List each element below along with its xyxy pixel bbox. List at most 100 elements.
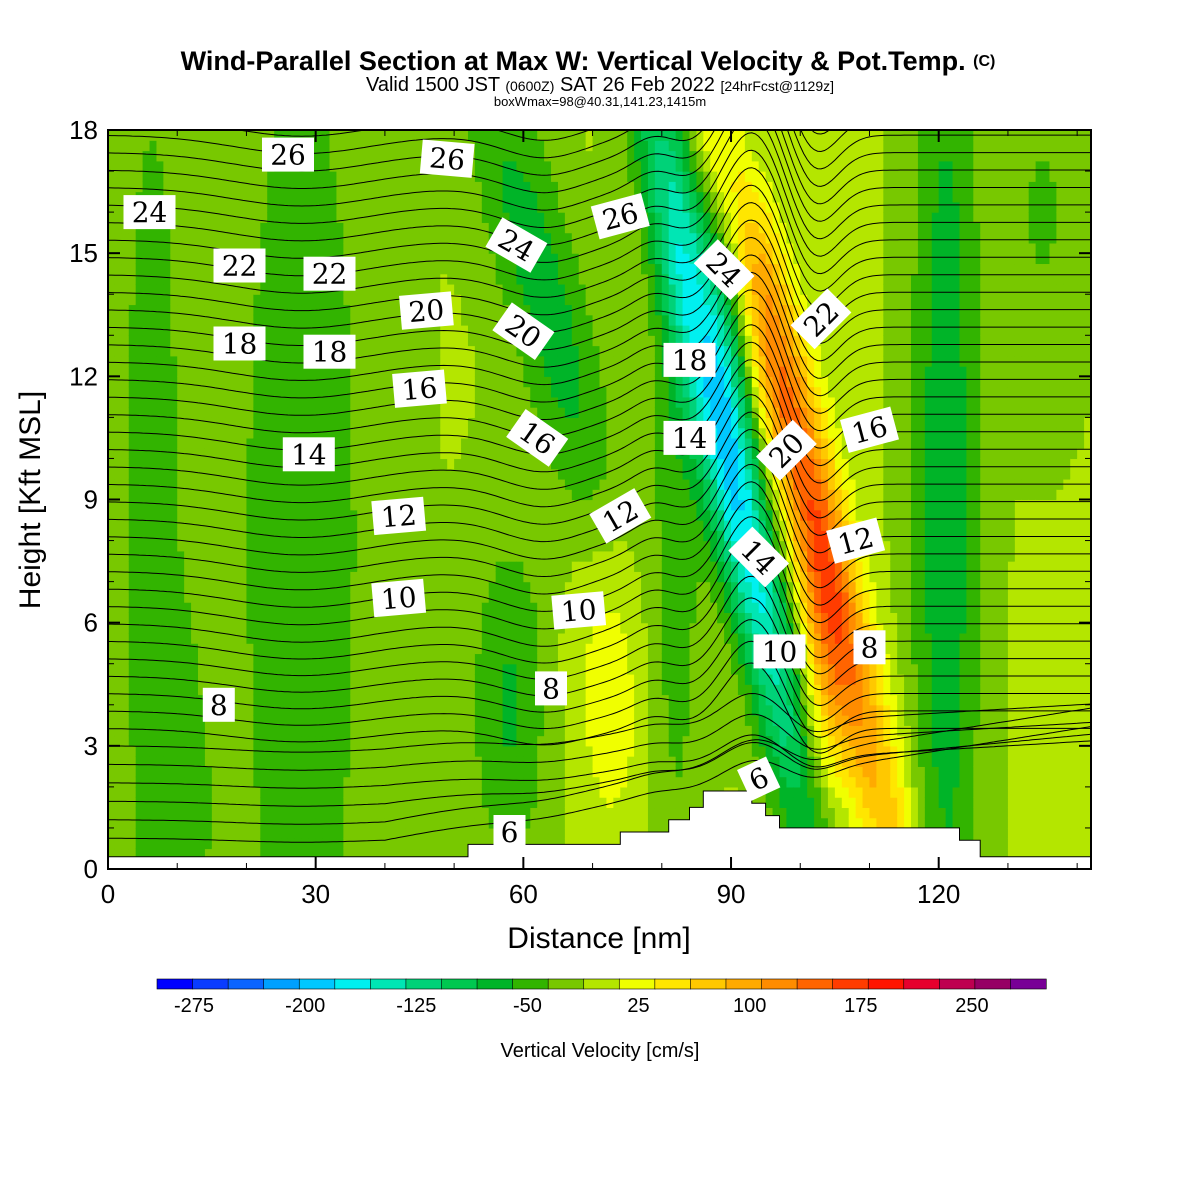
- velocity-cell: [350, 427, 358, 439]
- velocity-cell: [114, 735, 123, 747]
- velocity-cell: [516, 581, 524, 593]
- velocity-cell: [204, 838, 213, 850]
- velocity-cell: [364, 520, 372, 531]
- velocity-cell: [557, 242, 566, 254]
- velocity-cell: [239, 745, 248, 757]
- velocity-cell: [184, 663, 192, 675]
- velocity-cell: [329, 673, 338, 685]
- velocity-cell: [294, 540, 303, 552]
- velocity-cell: [204, 212, 213, 223]
- velocity-cell: [391, 201, 400, 213]
- velocity-cell: [578, 273, 587, 285]
- velocity-cell: [454, 366, 462, 377]
- velocity-cell: [329, 294, 338, 306]
- velocity-cell: [156, 242, 164, 254]
- velocity-cell: [287, 314, 296, 326]
- velocity-cell: [357, 253, 365, 265]
- velocity-cell: [474, 304, 483, 316]
- velocity-cell: [128, 591, 137, 603]
- velocity-cell: [364, 653, 372, 665]
- velocity-cell: [274, 838, 282, 850]
- velocity-cell: [301, 622, 310, 634]
- velocity-cell: [204, 561, 213, 572]
- velocity-cell: [308, 694, 317, 706]
- velocity-cell: [142, 653, 151, 665]
- velocity-cell: [447, 561, 455, 572]
- velocity-cell: [329, 540, 338, 552]
- velocity-cell: [232, 838, 241, 850]
- velocity-cell: [398, 673, 407, 685]
- velocity-cell: [412, 632, 421, 644]
- velocity-cell: [301, 325, 310, 336]
- velocity-cell: [121, 314, 130, 326]
- velocity-cell: [564, 376, 573, 388]
- velocity-cell: [128, 417, 137, 429]
- velocity-cell: [128, 171, 137, 182]
- velocity-cell: [461, 848, 469, 860]
- velocity-cell: [315, 232, 324, 244]
- velocity-cell: [246, 366, 254, 377]
- velocity-cell: [571, 386, 580, 398]
- velocity-cell: [412, 612, 421, 624]
- velocity-cell: [454, 684, 462, 696]
- velocity-cell: [350, 171, 358, 182]
- velocity-cell: [454, 386, 462, 398]
- velocity-cell: [488, 396, 497, 408]
- velocity-cell: [287, 786, 296, 798]
- velocity-cell: [253, 160, 261, 172]
- velocity-cell: [211, 222, 220, 234]
- velocity-cell: [149, 345, 158, 357]
- velocity-cell: [433, 283, 441, 295]
- velocity-cell: [488, 407, 497, 418]
- velocity-cell: [530, 304, 538, 316]
- velocity-cell: [274, 489, 282, 501]
- velocity-cell: [108, 437, 116, 449]
- velocity-cell: [481, 602, 490, 613]
- velocity-cell: [322, 140, 331, 152]
- velocity-cell: [440, 355, 448, 367]
- velocity-cell: [108, 448, 116, 460]
- velocity-cell: [142, 735, 151, 747]
- velocity-cell: [537, 704, 545, 716]
- velocity-cell: [156, 622, 164, 634]
- velocity-cell: [377, 130, 386, 141]
- velocity-cell: [343, 786, 351, 798]
- velocity-cell: [357, 735, 365, 747]
- velocity-cell: [343, 396, 351, 408]
- velocity-cell: [419, 242, 428, 254]
- velocity-cell: [371, 540, 379, 552]
- velocity-cell: [481, 561, 490, 572]
- velocity-cell: [184, 684, 192, 696]
- velocity-cell: [239, 735, 248, 747]
- velocity-cell: [191, 294, 199, 306]
- velocity-cell: [108, 376, 116, 388]
- velocity-cell: [294, 355, 303, 367]
- velocity-cell: [440, 745, 448, 757]
- velocity-cell: [530, 355, 538, 367]
- velocity-cell: [405, 160, 414, 172]
- velocity-cell: [474, 838, 483, 850]
- velocity-cell: [523, 756, 531, 767]
- velocity-cell: [156, 632, 164, 644]
- velocity-cell: [537, 458, 545, 470]
- velocity-cell: [412, 715, 421, 726]
- velocity-cell: [315, 520, 324, 531]
- velocity-cell: [232, 756, 241, 767]
- velocity-cell: [405, 561, 414, 572]
- velocity-cell: [294, 489, 303, 501]
- velocity-cell: [502, 520, 511, 531]
- velocity-cell: [384, 571, 393, 583]
- velocity-cell: [502, 694, 511, 706]
- velocity-cell: [544, 201, 552, 213]
- velocity-cell: [461, 489, 469, 501]
- velocity-cell: [364, 417, 372, 429]
- velocity-cell: [315, 643, 324, 655]
- velocity-cell: [488, 509, 497, 521]
- velocity-cell: [350, 827, 358, 839]
- velocity-cell: [364, 478, 372, 490]
- velocity-cell: [336, 150, 344, 162]
- velocity-cell: [516, 355, 524, 367]
- velocity-cell: [315, 160, 324, 172]
- velocity-cell: [239, 807, 248, 819]
- velocity-cell: [371, 756, 379, 767]
